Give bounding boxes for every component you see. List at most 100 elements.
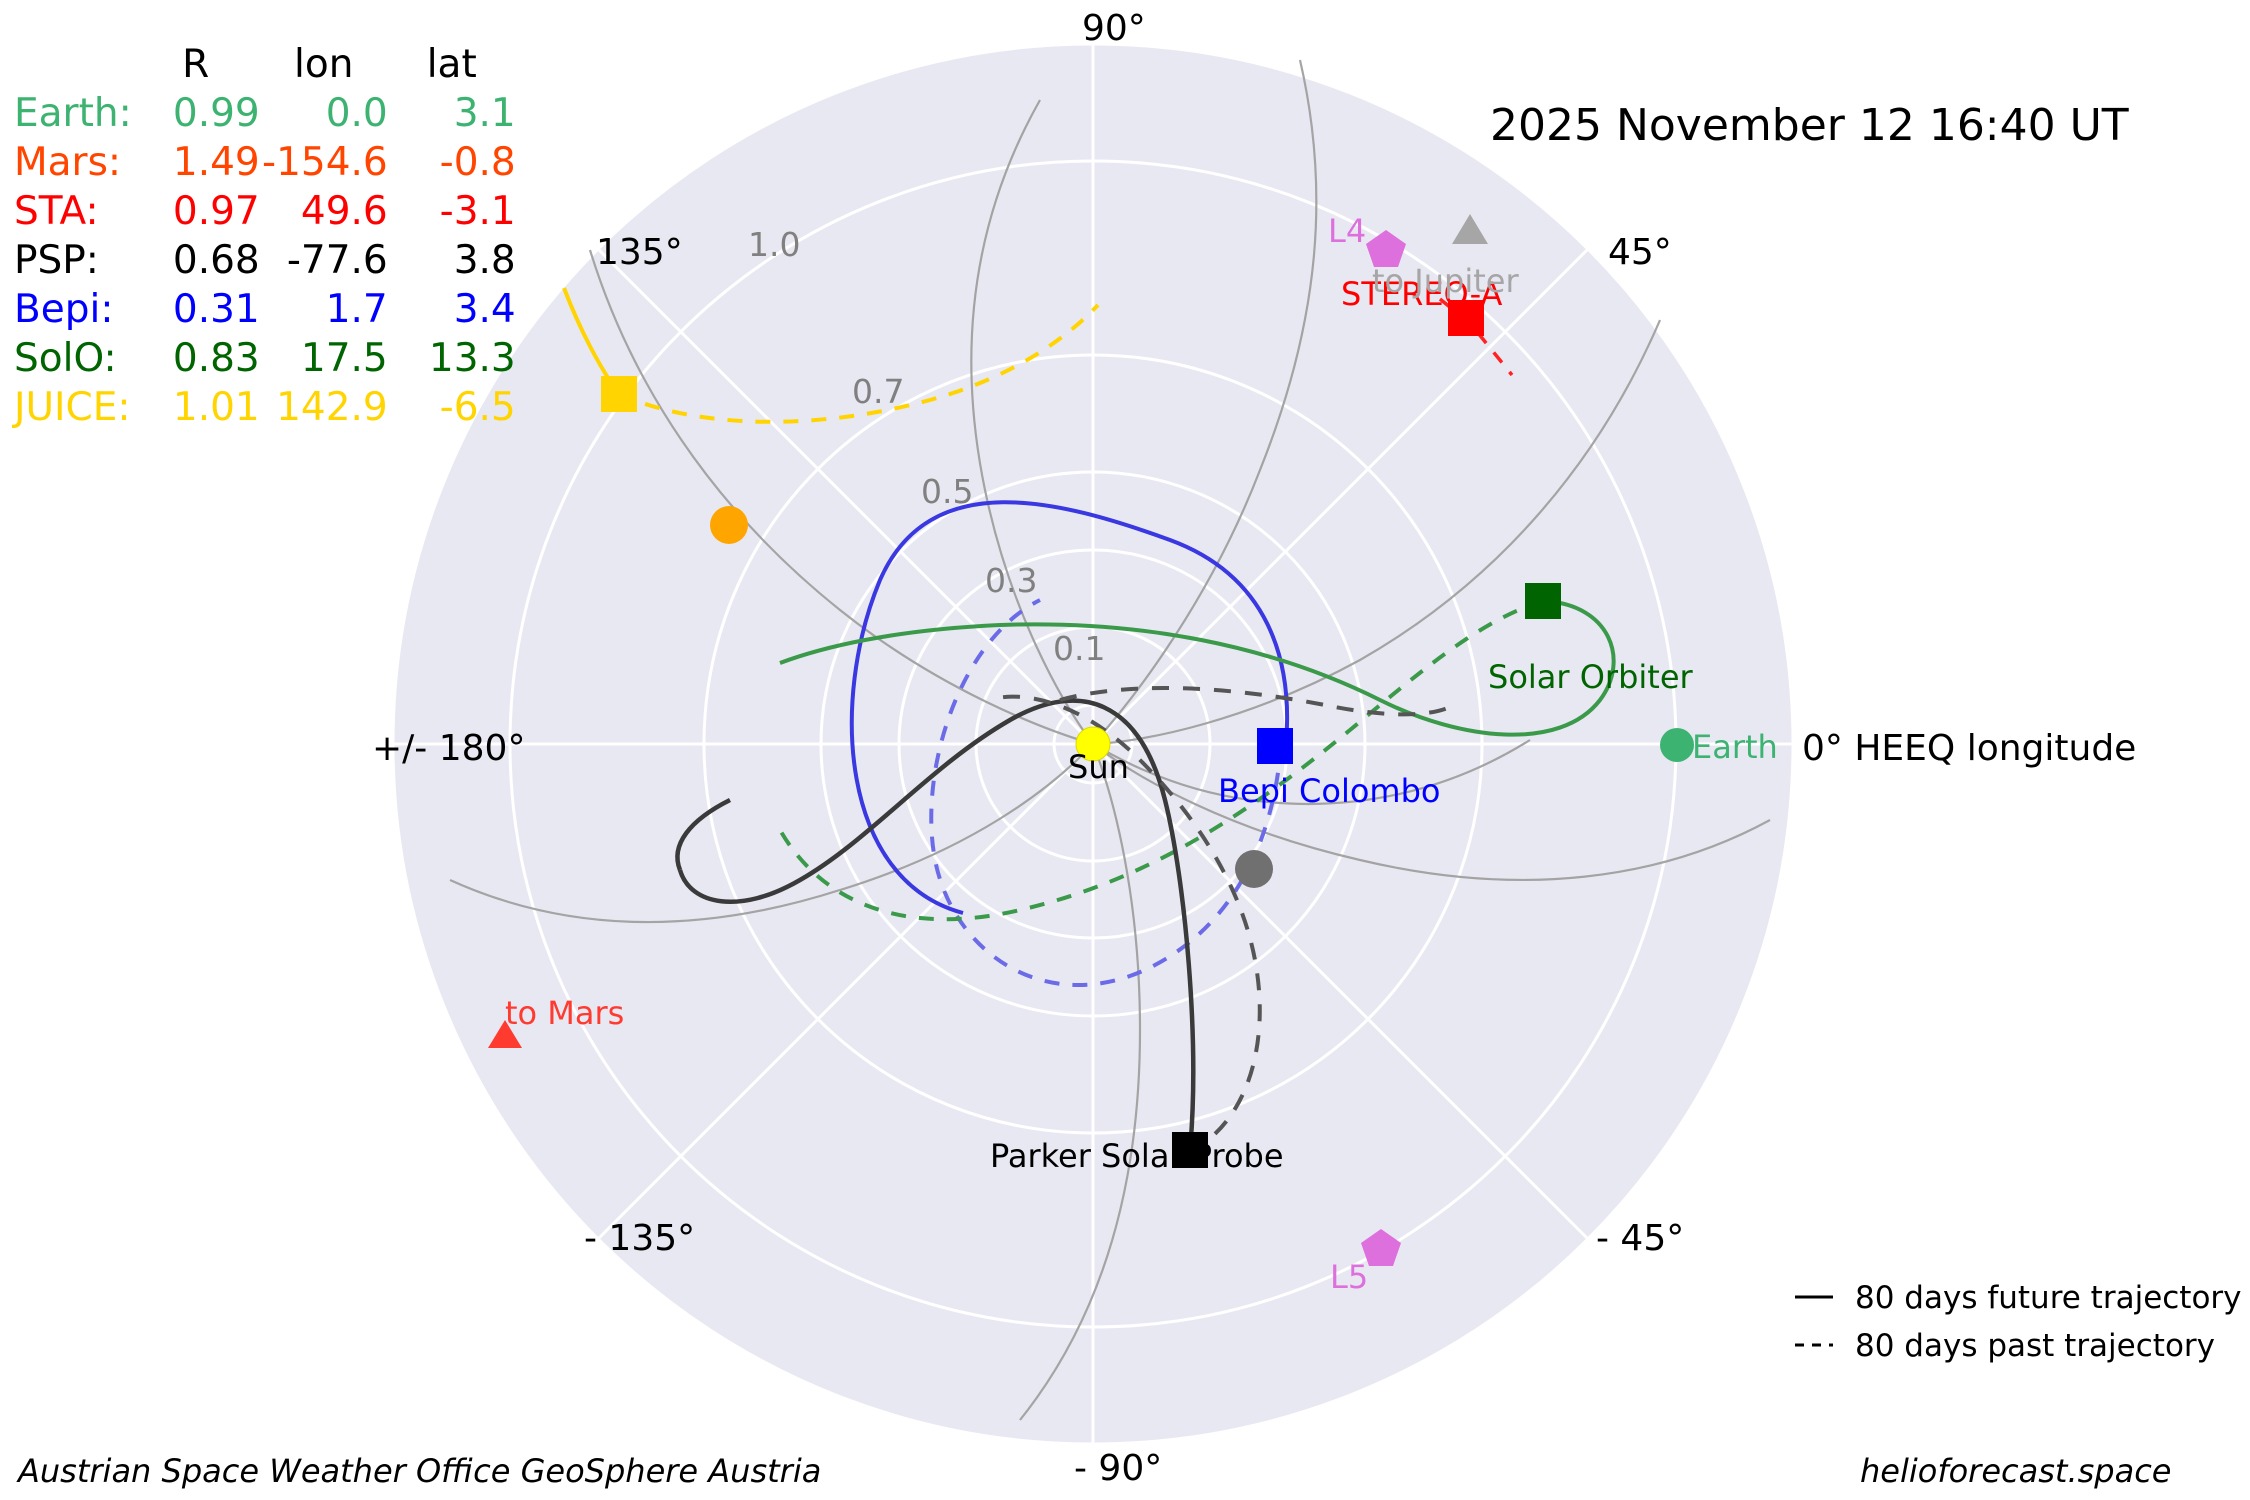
row-r: 0.31 (172, 287, 260, 332)
solo-trajectory (778, 599, 1616, 922)
row-lon: 49.6 (300, 189, 388, 234)
venus-marker[interactable] (710, 506, 748, 544)
table-row: Earth: 0.99 0.0 3.1 (14, 89, 516, 138)
footer-left: Austrian Space Weather Office GeoSphere … (18, 1452, 822, 1490)
solo-future-path (779, 599, 1616, 737)
row-r: 0.83 (172, 336, 260, 381)
stereo-a-past-path (1438, 297, 1514, 377)
sun-marker[interactable] (1075, 726, 1111, 762)
position-table: R lon lat Earth: 0.99 0.0 3.1 Mars: 1.49… (14, 40, 534, 432)
axis-label-m135: - 135° (584, 1218, 696, 1259)
row-lat: -0.8 (439, 140, 516, 185)
row-name: JUICE: (14, 385, 131, 430)
table-row: JUICE: 1.01 142.9 -6.5 (14, 383, 516, 432)
header-blank (14, 40, 132, 89)
psp-future-path (677, 698, 1196, 1151)
row-name: SolO: (14, 336, 117, 381)
legend-line-samples (1795, 1295, 1833, 1347)
table-row: SolO: 0.83 17.5 13.3 (14, 334, 516, 383)
stereo-a-label: STEREO-A (1341, 275, 1503, 313)
solo-past-path (778, 599, 1544, 922)
jupiter-label: to Jupiter (1372, 262, 1519, 300)
row-name: STA: (14, 189, 99, 234)
mars-label: to Mars (505, 994, 625, 1032)
row-name: Bepi: (14, 287, 114, 332)
stereo-a-marker[interactable] (1448, 300, 1484, 336)
juice-past-path (618, 303, 1100, 424)
row-lon: 1.7 (325, 287, 388, 332)
radial-label-0-1: 0.1 (1053, 629, 1106, 668)
row-name: Earth: (14, 91, 132, 136)
table-row: PSP: 0.68 -77.6 3.8 (14, 236, 516, 285)
legend-item-past: 80 days past trajectory (1855, 1328, 2215, 1364)
axis-label-90: 90° (1082, 8, 1146, 49)
bepi-past-path (929, 598, 1283, 988)
bepi-marker[interactable] (1257, 728, 1293, 764)
row-name: Mars: (14, 140, 122, 185)
table-row: STA: 0.97 49.6 -3.1 (14, 187, 516, 236)
axis-label-180: +/- 180° (372, 728, 526, 769)
bepi-trajectory (849, 500, 1290, 988)
l4-label: L4 (1328, 212, 1367, 250)
radial-label-1-0: 1.0 (748, 225, 801, 264)
psp-future-path-b (675, 797, 732, 871)
row-name: PSP: (14, 238, 99, 283)
axis-label-0-heeq: 0° HEEQ longitude (1802, 728, 2137, 769)
table-row: Bepi: 0.31 1.7 3.4 (14, 285, 516, 334)
row-lat: -6.5 (439, 385, 516, 430)
l4-marker[interactable] (1366, 230, 1406, 267)
l5-label: L5 (1330, 1258, 1369, 1296)
mars-marker[interactable] (488, 1020, 522, 1048)
axis-label-135: 135° (596, 232, 683, 273)
axis-label-45: 45° (1608, 232, 1672, 273)
psp-marker[interactable] (1172, 1132, 1208, 1168)
table-header-row: R lon lat (14, 40, 516, 89)
radial-label-0-7: 0.7 (852, 372, 905, 411)
row-lat: 3.4 (453, 287, 516, 332)
solo-label: Solar Orbiter (1488, 658, 1693, 696)
legend-item-future: 80 days future trajectory (1855, 1280, 2242, 1316)
header-lon: lon (294, 42, 354, 87)
juice-marker[interactable] (601, 376, 637, 412)
bepi-label: Bepi Colombo (1218, 772, 1441, 810)
row-lat: 3.1 (453, 91, 516, 136)
psp-past-path-b (1059, 686, 1451, 717)
row-lon: 17.5 (300, 336, 388, 381)
row-r: 0.99 (172, 91, 260, 136)
position-table-grid: R lon lat Earth: 0.99 0.0 3.1 Mars: 1.49… (14, 40, 516, 432)
plot-title: 2025 November 12 16:40 UT (1490, 100, 2129, 151)
psp-trajectory (675, 686, 1451, 1154)
row-lon: 0.0 (325, 91, 388, 136)
sun-label: Sun (1068, 748, 1129, 786)
psp-label: Parker Solar Probe (990, 1137, 1284, 1175)
radial-label-0-5: 0.5 (921, 472, 974, 511)
footer-right: helioforecast.space (1860, 1452, 2172, 1490)
row-r: 0.97 (172, 189, 260, 234)
psp-past-path (989, 694, 1262, 1154)
stereo-a-trajectory (1438, 297, 1514, 377)
parker-spiral-lines (449, 59, 1771, 1421)
bepi-future-path (849, 500, 1290, 915)
radial-label-0-3: 0.3 (985, 561, 1038, 600)
row-r: 1.49 (172, 140, 260, 185)
earth-marker[interactable] (1660, 728, 1694, 762)
solo-marker[interactable] (1525, 583, 1561, 619)
row-r: 0.68 (172, 238, 260, 283)
mercury-marker[interactable] (1235, 850, 1273, 888)
jupiter-marker[interactable] (1452, 214, 1488, 244)
row-lon: -77.6 (286, 238, 388, 283)
row-lon: 142.9 (276, 385, 388, 430)
row-lat: 13.3 (428, 336, 516, 381)
row-lat: -3.1 (439, 189, 516, 234)
axis-label-m90: - 90° (1074, 1448, 1163, 1489)
table-row: Mars: 1.49 -154.6 -0.8 (14, 138, 516, 187)
header-lat: lat (426, 42, 477, 87)
row-lat: 3.8 (453, 238, 516, 283)
axis-label-m45: - 45° (1596, 1218, 1685, 1259)
row-lon: -154.6 (262, 140, 388, 185)
l5-marker[interactable] (1361, 1229, 1401, 1266)
header-r: R (182, 42, 210, 87)
row-r: 1.01 (172, 385, 260, 430)
